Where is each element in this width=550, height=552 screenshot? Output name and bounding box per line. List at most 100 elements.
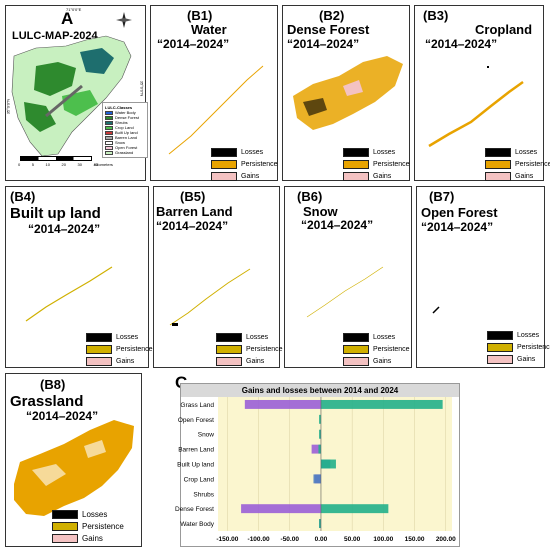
legend-gains: Gains (52, 534, 124, 543)
b3-change-map (428, 66, 524, 148)
legend-persistence: Persistence (216, 345, 283, 354)
bar (318, 444, 321, 454)
panel-b5-period: “2014–2024” (156, 219, 229, 233)
panel-b1-name: Water (191, 22, 227, 37)
bar (313, 474, 321, 484)
panel-b3-code: (B3) (423, 8, 449, 23)
panel-b2-dense-forest: (B2) Dense Forest “2014–2024” Losses Per… (282, 5, 410, 181)
category-label: Open Forest (178, 417, 214, 424)
legend-gains: Gains (216, 357, 283, 366)
category-label: Shrubs (193, 491, 214, 498)
b2-change-map (293, 56, 403, 130)
legend-gains: Gains (485, 172, 550, 181)
legend-losses: Losses (485, 148, 550, 157)
x-tick-label: -100.00 (248, 536, 270, 543)
panel-b3-name: Cropland (475, 22, 533, 37)
panel-b8-period: “2014–2024” (26, 409, 99, 423)
change-bar-chart: -150.00 -100.00 -50.00 0.00 50.00 100.00 150.0… (175, 397, 456, 543)
legend-gains: Gains (86, 357, 153, 366)
category-label: Dense Forest (175, 506, 214, 513)
panel-b7-open-forest: (B7) Open Forest “2014–2024” Losses Pers… (416, 186, 550, 368)
legend-shrubs: Shrubs (105, 120, 145, 125)
panel-b2-period: “2014–2024” (287, 37, 360, 51)
b7-legend: Losses Persistence Gains (487, 331, 550, 367)
panel-b3-period: “2014–2024” (425, 37, 498, 51)
b8-legend: Losses Persistence Gains (52, 510, 124, 546)
legend-losses: Losses (343, 148, 410, 157)
panel-b8-code: (B8) (40, 377, 66, 392)
panel-b7-code: (B7) (429, 189, 455, 204)
legend-losses: Losses (216, 333, 283, 342)
panel-b6-code: (B6) (297, 189, 323, 204)
legend-losses: Losses (211, 148, 278, 157)
category-label: Snow (198, 432, 215, 439)
panel-b7-period: “2014–2024” (421, 220, 494, 234)
x-tick-label: 100.00 (373, 536, 393, 543)
legend-open-forest: Open Forest (105, 145, 145, 150)
panel-b4-code: (B4) (10, 189, 36, 204)
x-tick-label: 0.00 (315, 536, 328, 543)
panel-b4-period: “2014–2024” (28, 222, 101, 236)
panel-a-lulc-map: A LULC-MAP-2024 71°0'0"E 71°0'0"E 35°0'0… (5, 5, 148, 181)
panel-b3-cropland: (B3) Cropland “2014–2024” Losses Persist… (414, 5, 550, 181)
b5-legend: Losses Persistence Gains (216, 333, 283, 369)
panel-a-letter: A (61, 9, 74, 28)
b4-change-map (25, 266, 113, 322)
legend-gains: Gains (211, 172, 278, 181)
b3-legend: Losses Persistence Gains (485, 148, 550, 184)
panel-b1-period: “2014–2024” (157, 37, 230, 51)
category-label: Barren Land (178, 447, 214, 454)
legend-persistence: Persistence (487, 343, 550, 352)
legend-persistence: Persistence (211, 160, 278, 169)
legend-gains: Gains (487, 355, 550, 364)
panel-b8-name: Grassland (10, 393, 84, 410)
panel-b8-grassland: (B8) Grassland “2014–2024” Losses Persis… (5, 373, 142, 547)
panel-c-chart: C Gains and losses between 2014 and 2024… (146, 373, 546, 547)
legend-crop-land: Crop Land (105, 125, 145, 130)
panel-b2-name: Dense Forest (287, 22, 370, 37)
panel-b5-code: (B5) (180, 189, 206, 204)
legend-snow: Snow (105, 140, 145, 145)
panel-b6-period: “2014–2024” (301, 218, 374, 232)
legend-losses: Losses (487, 331, 550, 340)
chart-title: Gains and losses between 2014 and 2024 (181, 384, 459, 397)
b6-change-map (306, 266, 384, 318)
b5-change-map (169, 268, 251, 326)
legend-losses: Losses (52, 510, 124, 519)
panel-b2-code: (B2) (319, 8, 345, 23)
category-label: Water Body (180, 521, 214, 528)
legend-persistence: Persistence (86, 345, 153, 354)
bar (320, 504, 389, 514)
legend-losses: Losses (86, 333, 153, 342)
b7-change-map (432, 306, 440, 314)
coord-top: 71°0'0"E (66, 7, 82, 12)
legend-losses: Losses (343, 333, 410, 342)
legend-dense-forest: Dense Forest (105, 115, 145, 120)
legend-persistence: Persistence (485, 160, 550, 169)
category-label: Grass Land (180, 402, 214, 409)
x-tick-label: -150.00 (216, 536, 238, 543)
b1-change-map (168, 65, 264, 155)
bar (319, 519, 321, 529)
bar (319, 414, 321, 424)
panel-b4-built-up: (B4) Built up land “2014–2024” Losses Pe… (5, 186, 153, 368)
bar (320, 399, 443, 409)
category-label: Crop Land (184, 476, 215, 483)
x-tick-label: 50.00 (344, 536, 361, 543)
x-tick-label: -50.00 (281, 536, 300, 543)
legend-gains: Gains (343, 172, 410, 181)
panel-b1-code: (B1) (187, 8, 213, 23)
x-tick-label: 200.00 (436, 536, 456, 543)
panel-b6-snow: (B6) Snow “2014–2024” Losses Persistence… (284, 186, 412, 368)
legend-barren: Barren Land (105, 135, 145, 140)
bar (241, 504, 321, 514)
panel-b7-name: Open Forest (421, 205, 498, 220)
bar (244, 399, 321, 409)
bar (311, 444, 321, 454)
b6-legend: Losses Persistence Gains (343, 333, 410, 369)
b8-change-map (14, 420, 134, 516)
b4-legend: Losses Persistence Gains (86, 333, 153, 369)
panel-b4-name: Built up land (10, 205, 101, 222)
north-arrow-icon (116, 12, 132, 28)
x-tick-label: 150.00 (405, 536, 425, 543)
